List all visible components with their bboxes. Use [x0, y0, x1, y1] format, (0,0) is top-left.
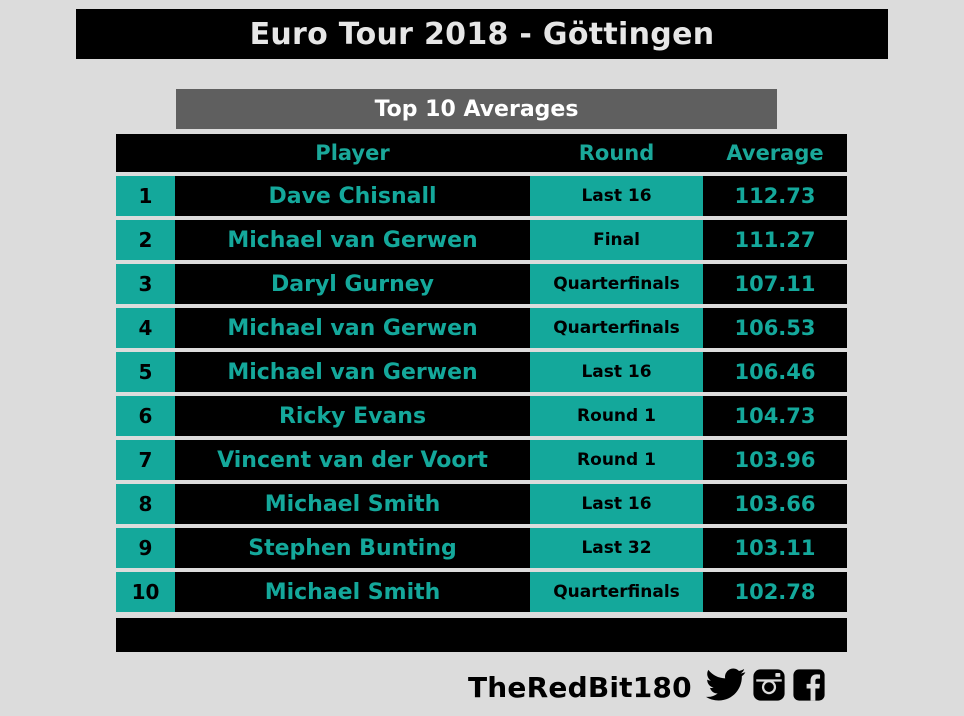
- average-cell: 103.11: [703, 528, 847, 568]
- rank-cell: 8: [116, 484, 175, 524]
- round-cell: Last 16: [530, 352, 703, 392]
- round-cell: Round 1: [530, 440, 703, 480]
- round-cell: Last 16: [530, 484, 703, 524]
- table-footer-bar: [116, 618, 847, 652]
- player-cell: Stephen Bunting: [175, 528, 530, 568]
- rank-cell: 3: [116, 264, 175, 304]
- average-cell: 103.66: [703, 484, 847, 524]
- round-cell: Last 16: [530, 176, 703, 216]
- player-cell: Michael van Gerwen: [175, 220, 530, 260]
- brand-footer: TheRedBit180: [468, 667, 826, 707]
- average-cell: 107.11: [703, 264, 847, 304]
- player-cell: Michael van Gerwen: [175, 308, 530, 348]
- instagram-icon[interactable]: [752, 668, 786, 706]
- header-round: Round: [578, 141, 655, 165]
- table-row: 8 Michael Smith Last 16 103.66: [116, 484, 847, 524]
- rank-cell: 9: [116, 528, 175, 568]
- rank-cell: 10: [116, 572, 175, 612]
- average-cell: 111.27: [703, 220, 847, 260]
- rank-cell: 5: [116, 352, 175, 392]
- header-average: Average: [726, 141, 824, 165]
- average-cell: 106.53: [703, 308, 847, 348]
- player-cell: Michael van Gerwen: [175, 352, 530, 392]
- table-row: 3 Daryl Gurney Quarterfinals 107.11: [116, 264, 847, 304]
- rank-cell: 7: [116, 440, 175, 480]
- table-row: 4 Michael van Gerwen Quarterfinals 106.53: [116, 308, 847, 348]
- round-cell: Quarterfinals: [530, 264, 703, 304]
- rank-cell: 2: [116, 220, 175, 260]
- header-player: Player: [315, 141, 390, 165]
- average-cell: 112.73: [703, 176, 847, 216]
- average-cell: 102.78: [703, 572, 847, 612]
- average-cell: 104.73: [703, 396, 847, 436]
- facebook-icon[interactable]: [792, 668, 826, 706]
- player-cell: Vincent van der Voort: [175, 440, 530, 480]
- rank-cell: 6: [116, 396, 175, 436]
- round-cell: Quarterfinals: [530, 308, 703, 348]
- page-title: Euro Tour 2018 - Göttingen: [76, 9, 888, 59]
- header-rank: [116, 134, 175, 172]
- rank-cell: 1: [116, 176, 175, 216]
- twitter-icon[interactable]: [705, 668, 746, 706]
- table-row: 9 Stephen Bunting Last 32 103.11: [116, 528, 847, 568]
- table-row: 5 Michael van Gerwen Last 16 106.46: [116, 352, 847, 392]
- table-row: 7 Vincent van der Voort Round 1 103.96: [116, 440, 847, 480]
- player-cell: Dave Chisnall: [175, 176, 530, 216]
- table-subtitle: Top 10 Averages: [176, 89, 777, 129]
- round-cell: Last 32: [530, 528, 703, 568]
- table-row: 1 Dave Chisnall Last 16 112.73: [116, 176, 847, 216]
- round-cell: Round 1: [530, 396, 703, 436]
- round-cell: Final: [530, 220, 703, 260]
- average-cell: 103.96: [703, 440, 847, 480]
- average-cell: 106.46: [703, 352, 847, 392]
- table-row: 2 Michael van Gerwen Final 111.27: [116, 220, 847, 260]
- averages-table: Player Round Average 1 Dave Chisnall Last …: [116, 134, 847, 616]
- rank-cell: 4: [116, 308, 175, 348]
- player-cell: Ricky Evans: [175, 396, 530, 436]
- player-cell: Daryl Gurney: [175, 264, 530, 304]
- player-cell: Michael Smith: [175, 572, 530, 612]
- table-header: Player Round Average: [116, 134, 847, 172]
- table-row: 6 Ricky Evans Round 1 104.73: [116, 396, 847, 436]
- player-cell: Michael Smith: [175, 484, 530, 524]
- round-cell: Quarterfinals: [530, 572, 703, 612]
- brand-name: TheRedBit180: [468, 670, 692, 704]
- table-row: 10 Michael Smith Quarterfinals 102.78: [116, 572, 847, 612]
